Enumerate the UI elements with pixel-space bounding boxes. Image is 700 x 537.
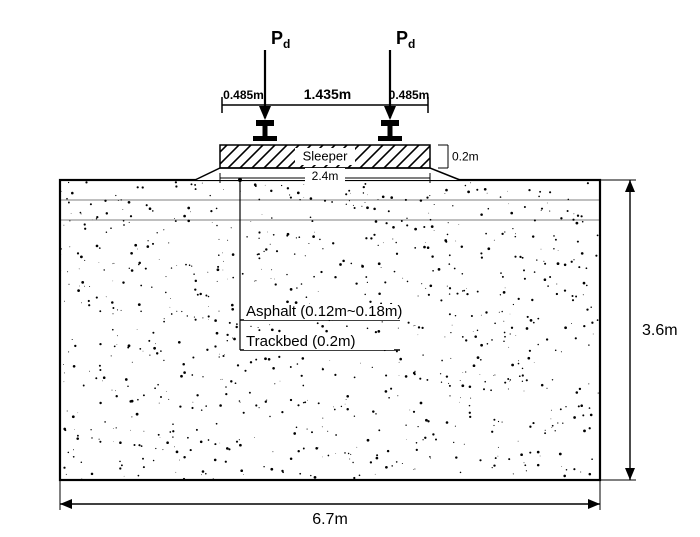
dim-sleeper-height: 0.2m <box>438 145 479 168</box>
sleeper: Sleeper <box>220 145 430 168</box>
dim-top-right: 0.485m <box>389 88 430 102</box>
load-arrow-right: Pd <box>384 28 415 120</box>
cross-section-diagram: Sleeper Pd Pd 0.485m 1.435m 0.485m 0.2m 2.4m Asp… <box>0 0 700 532</box>
dim-block-height: 3.6m <box>600 180 678 480</box>
dim-top-gauge-label: 1.435m <box>304 86 351 102</box>
rails <box>253 120 402 141</box>
trackbed-label: Trackbed (0.2m) <box>246 333 355 350</box>
load-arrow-left-label: Pd <box>271 28 290 51</box>
load-arrow-left: Pd <box>259 28 290 120</box>
dim-block-width-label: 6.7m <box>312 511 348 528</box>
sleeper-label: Sleeper <box>303 149 348 164</box>
soil-block <box>59 179 600 480</box>
dim-top-gauge: 0.485m 1.435m 0.485m <box>222 86 429 113</box>
dim-block-width: 6.7m <box>60 480 600 528</box>
dim-sleeper-height-label: 0.2m <box>452 150 479 164</box>
dim-sleeper-width-label: 2.4m <box>312 169 339 183</box>
dim-block-height-label: 3.6m <box>642 322 678 339</box>
rail-left <box>253 120 277 141</box>
asphalt-label: Asphalt (0.12m~0.18m) <box>246 303 402 320</box>
load-arrow-right-label: Pd <box>396 28 415 51</box>
dim-top-left: 0.485m <box>223 88 264 102</box>
rail-right <box>378 120 402 141</box>
